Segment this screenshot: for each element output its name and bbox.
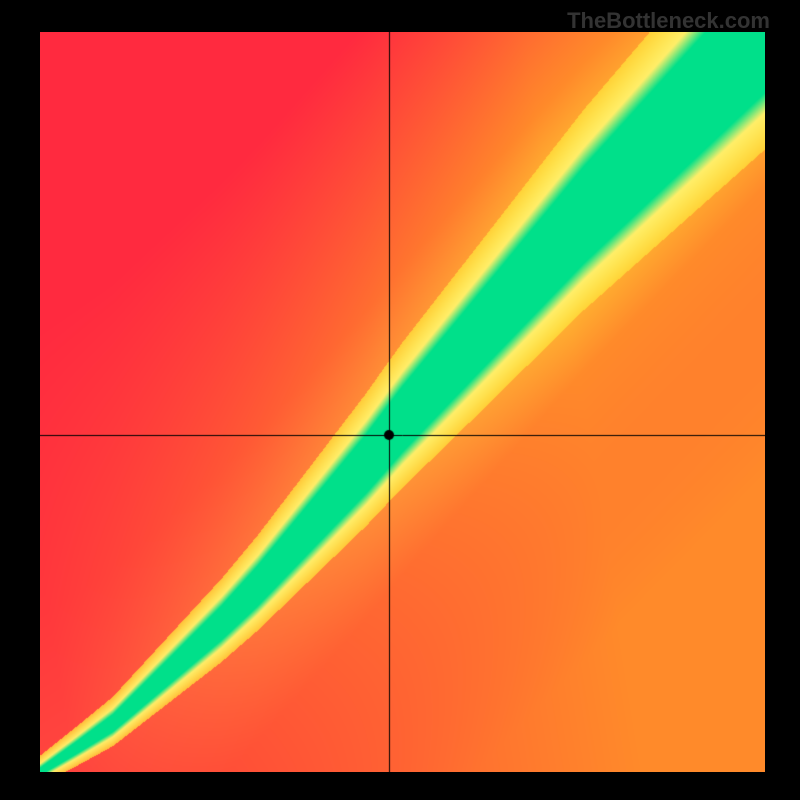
- watermark-text: TheBottleneck.com: [567, 8, 770, 34]
- bottleneck-heatmap-canvas: [40, 32, 765, 772]
- chart-container: TheBottleneck.com: [0, 0, 800, 800]
